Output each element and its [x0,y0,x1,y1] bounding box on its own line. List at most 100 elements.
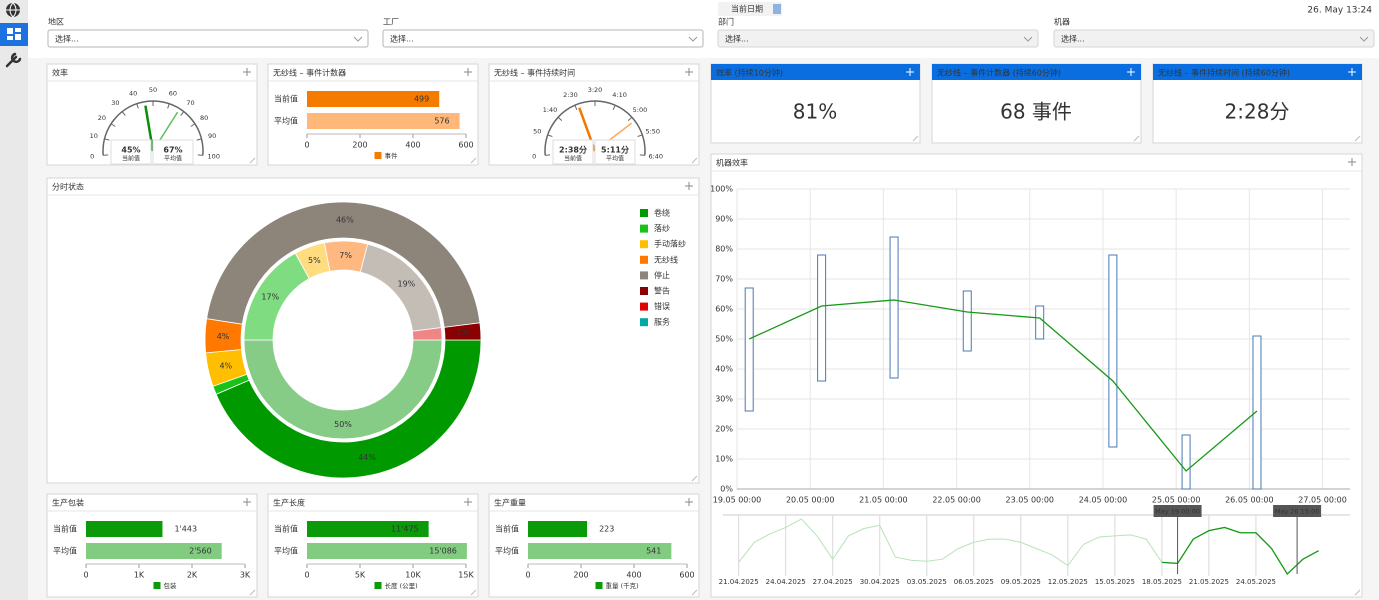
resize-handle [249,589,256,596]
donut-slice [243,339,443,440]
range-box [1035,305,1045,340]
gauge-tick-label: 20 [98,114,106,122]
gauge-value-box [110,139,152,165]
move-icon[interactable] [464,498,472,506]
donut-slice [206,201,481,328]
bar [307,521,429,537]
gauge-value: 5:11分 [601,145,629,155]
bar [307,543,467,559]
panel-header [932,64,1141,80]
selection-label: May 19 00:00 [1155,508,1200,516]
gauge-tick [190,123,196,127]
move-icon[interactable] [1348,158,1356,166]
gauge-tick-label: 3:20 [588,86,603,94]
move-icon[interactable] [464,68,472,76]
resize-handle [691,475,698,482]
bar [86,543,222,559]
range-box [1181,434,1191,490]
gauge-tick [167,103,170,109]
chevron [1359,36,1369,42]
wrench-icon[interactable] [5,52,22,68]
legend-swatch [374,152,382,159]
x-tick-label: 0 [304,571,309,580]
gauge-tick [136,103,139,109]
gauge-tick-label: 90 [208,132,216,140]
move-icon[interactable] [1348,68,1356,76]
move-icon[interactable] [685,498,693,506]
x-tick-label: 19.05 00:00 [713,496,762,505]
donut-slice [443,322,482,341]
gauge-tick [104,138,110,141]
move-icon[interactable] [685,68,693,76]
date-toggle-label[interactable]: 当前日期 [731,4,763,14]
datetime: 26. May 13:24 [1307,6,1372,16]
gauge-tick-label: 40 [129,89,137,97]
gauge-needle [144,105,155,152]
x-tick-label: 5K [355,571,366,580]
gauge-tick-label: 50 [533,127,541,135]
panel-title: 生产重量 [494,498,526,508]
filter-select[interactable] [717,29,1039,48]
x-tick-label: 22.05 00:00 [932,496,981,505]
panel-title: 无纱线 – 事件计数器 [273,68,346,78]
category-label: 平均值 [53,546,77,556]
filter-select[interactable] [1053,29,1375,48]
navigator-tick-label: 09.05.2025 [1001,578,1041,586]
slice-label: 4% [217,332,230,341]
panel [710,153,1363,598]
x-tick-label: 200 [352,141,367,150]
gauge-tick-label: 50 [149,86,157,94]
bar [528,521,588,537]
dashboard-icon[interactable] [0,23,28,46]
filter-placeholder: 选择... [1061,34,1085,44]
gauge-value-name: 平均值 [606,155,624,163]
resize-handle [1354,589,1361,596]
x-tick-label: 0 [304,141,309,150]
x-tick-label: 24.05 00:00 [1079,496,1128,505]
x-tick-label: 23.05 00:00 [1006,496,1055,505]
move-icon[interactable] [1127,68,1135,76]
category-label: 当前值 [495,524,519,534]
slice-label: 7% [339,251,352,260]
legend-label: 重量 (千克) [606,581,639,590]
x-tick-label: 400 [405,141,420,150]
legend-label: 包装 [164,581,178,590]
move-icon[interactable] [906,68,914,76]
gauge-value: 67% [163,146,182,155]
range-box [817,254,827,382]
panel-header [711,64,920,80]
move-icon[interactable] [243,498,251,506]
panel-title: 无纱线 – 事件持续时间 [494,68,575,78]
move-icon[interactable] [243,68,251,76]
panel-header [1153,64,1362,80]
move-icon[interactable] [685,182,693,190]
globe-icon[interactable] [6,2,20,18]
bar [307,113,460,129]
x-tick-label: 21.05 00:00 [859,496,908,505]
bar [86,521,163,537]
gauge-tick-label: 30 [111,99,119,107]
resize-handle [470,589,477,596]
resize-handle [691,589,698,596]
navigator-tick-label: 06.05.2025 [954,578,994,586]
gauge-tick [110,123,116,127]
x-tick-label: 20.05 00:00 [786,496,835,505]
gauge-tick-label: 60 [169,89,177,97]
bar-value-label: 15'086 [429,547,457,556]
kpi-value: 81% [793,100,837,124]
gauge-tick-label: 5:00 [633,106,648,114]
chevron [1023,36,1033,42]
gauge-tick [557,116,563,121]
panel-title: 分时状态 [52,182,84,192]
x-tick-label: 0 [525,571,530,580]
filter-select[interactable] [47,29,369,48]
gauge-tick [612,105,616,111]
date-toggle[interactable]: 当前日期 [718,2,782,16]
navigator-selected-line [1161,526,1319,576]
legend-swatch [640,271,648,280]
navigator-tick-label: 21.05.2025 [1189,578,1229,586]
filter-placeholder: 选择... [55,34,79,44]
filter-select[interactable] [382,29,704,48]
y-tick-label: 70% [715,275,733,284]
